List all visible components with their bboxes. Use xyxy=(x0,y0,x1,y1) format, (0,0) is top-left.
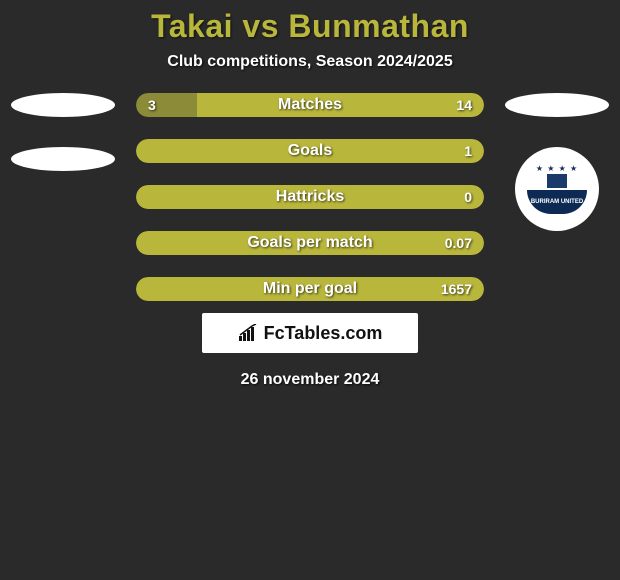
bar-label: Goals per match xyxy=(247,234,372,252)
date-label: 26 november 2024 xyxy=(0,371,620,389)
stat-bars: 3 Matches 14 Goals 1 Hattricks 0 Goals per matc… xyxy=(136,93,484,301)
brand-text: FcTables.com xyxy=(264,323,383,344)
bar-label: Hattricks xyxy=(276,188,344,206)
subtitle: Club competitions, Season 2024/2025 xyxy=(0,53,620,93)
page-title: Takai vs Bunmathan xyxy=(0,8,620,53)
comparison-widget: Takai vs Bunmathan Club competitions, Se… xyxy=(0,0,620,389)
stat-bar: Goals per match 0.07 xyxy=(136,231,484,255)
left-badges xyxy=(8,93,118,171)
logo-castle-icon xyxy=(547,174,567,188)
stat-bar: 3 Matches 14 xyxy=(136,93,484,117)
right-ellipse xyxy=(505,93,609,117)
brand-box[interactable]: FcTables.com xyxy=(202,313,418,353)
bar-value-right: 1657 xyxy=(441,281,472,297)
bar-value-left: 3 xyxy=(148,97,156,113)
comparison-row: 3 Matches 14 Goals 1 Hattricks 0 Goals per matc… xyxy=(0,93,620,301)
logo-ribbon: BURIRAM UNITED xyxy=(527,190,587,214)
stat-bar: Min per goal 1657 xyxy=(136,277,484,301)
bar-value-right: 0.07 xyxy=(445,235,472,251)
bar-value-right: 1 xyxy=(464,143,472,159)
bar-value-right: 14 xyxy=(456,97,472,113)
bar-label: Matches xyxy=(278,96,342,114)
bar-fill-left xyxy=(136,93,197,117)
stat-bar: Hattricks 0 xyxy=(136,185,484,209)
stat-bar: Goals 1 xyxy=(136,139,484,163)
left-ellipse-2 xyxy=(11,147,115,171)
logo-stars-icon: ★ ★ ★ ★ xyxy=(536,164,578,173)
logo-text: BURIRAM UNITED xyxy=(531,199,583,205)
bar-label: Min per goal xyxy=(263,280,357,298)
brand-chart-icon xyxy=(238,324,260,342)
right-badges: ★ ★ ★ ★ BURIRAM UNITED xyxy=(502,93,612,231)
bar-label: Goals xyxy=(288,142,332,160)
left-ellipse-1 xyxy=(11,93,115,117)
bar-value-right: 0 xyxy=(464,189,472,205)
club-logo-buriram: ★ ★ ★ ★ BURIRAM UNITED xyxy=(515,147,599,231)
